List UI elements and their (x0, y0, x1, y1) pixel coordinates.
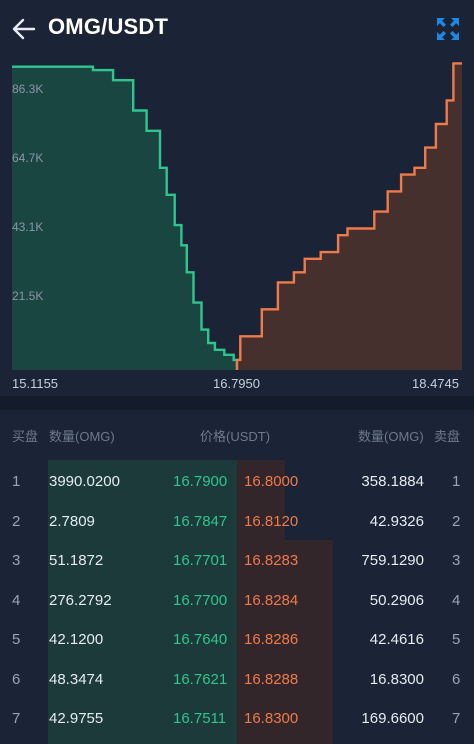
ask-qty: 16.8300 (369, 671, 424, 688)
bid-price: 16.7847 (173, 513, 228, 530)
x-tick-label: 18.4745 (412, 376, 459, 391)
ask-qty: 42.4616 (369, 631, 424, 648)
ask-price: 16.8284 (244, 592, 299, 609)
y-tick-label: 43.1K (12, 220, 44, 234)
bid-price: 16.7640 (173, 631, 228, 648)
row-index: 7 (12, 710, 21, 727)
bid-qty: 51.1872 (49, 552, 104, 569)
ask-price: 16.8120 (244, 513, 299, 530)
x-tick-label: 15.1155 (12, 376, 59, 391)
y-tick-label: 64.7K (12, 151, 44, 165)
ask-index: 4 (452, 592, 461, 609)
order-book-row[interactable]: 4 276.2792 16.7700 16.8284 50.2906 4 (0, 591, 474, 631)
ask-index: 2 (452, 513, 461, 530)
ask-depth-shade (237, 540, 333, 744)
ask-index: 1 (452, 473, 461, 490)
section-divider (0, 396, 474, 410)
price-header: 价格(USDT) (200, 429, 271, 444)
fullscreen-expand-icon[interactable] (436, 17, 460, 41)
bid-depth-area (12, 66, 237, 370)
bid-price: 16.7700 (173, 592, 228, 609)
order-book-row[interactable]: 2 2.7809 16.7847 16.8120 42.9326 2 (0, 512, 474, 552)
ask-depth-line (235, 62, 462, 370)
bid-qty: 48.3474 (49, 671, 104, 688)
y-tick-label: 21.5K (12, 289, 44, 303)
order-book-row[interactable]: 1 3990.0200 16.7900 16.8000 358.1884 1 (0, 472, 474, 512)
ask-depth-area (237, 63, 462, 371)
ask-index: 7 (452, 710, 461, 727)
bid-qty: 3990.0200 (49, 473, 120, 490)
top-bar: OMG/USDT (0, 0, 474, 58)
sell-qty-header: 数量(OMG) (358, 429, 424, 444)
bid-qty: 276.2792 (49, 592, 112, 609)
ask-qty: 358.1884 (361, 473, 424, 490)
bid-depth-shade (48, 460, 237, 744)
row-index: 5 (12, 631, 21, 648)
row-index: 1 (12, 473, 21, 490)
row-index: 3 (12, 552, 21, 569)
bid-price: 16.7511 (173, 710, 227, 727)
order-book: 买盘 数量(OMG) 价格(USDT) 数量(OMG) 卖盘 1 3990.02… (0, 410, 474, 744)
bid-depth-line (12, 65, 239, 370)
ask-index: 5 (452, 631, 461, 648)
bid-price: 16.7900 (173, 473, 228, 490)
bid-price: 16.7701 (173, 552, 228, 569)
ask-qty: 42.9326 (369, 513, 424, 530)
ask-qty: 169.6600 (361, 710, 424, 727)
order-book-row[interactable]: 6 48.3474 16.7621 16.8288 16.8300 6 (0, 670, 474, 710)
ask-price: 16.8300 (244, 710, 299, 727)
sell-header: 卖盘 (434, 429, 461, 444)
bid-qty: 42.9755 (49, 710, 104, 727)
depth-chart-plot (12, 62, 462, 371)
row-index: 4 (12, 592, 21, 609)
ask-price: 16.8288 (244, 671, 299, 688)
bid-price: 16.7621 (173, 671, 228, 688)
ask-index: 3 (452, 552, 461, 569)
order-book-row[interactable]: 7 42.9755 16.7511 16.8300 169.6600 7 (0, 709, 474, 744)
y-tick-label: 86.3K (12, 82, 44, 96)
ask-qty: 759.1290 (361, 552, 424, 569)
row-index: 6 (12, 671, 21, 688)
x-tick-label: 16.7950 (213, 376, 260, 391)
ask-price: 16.8000 (244, 473, 299, 490)
order-book-row[interactable]: 3 51.1872 16.7701 16.8283 759.1290 3 (0, 551, 474, 591)
page-title: OMG/USDT (48, 14, 169, 39)
arrow-left-icon[interactable] (11, 16, 37, 42)
bid-qty: 42.1200 (49, 631, 104, 648)
order-book-row[interactable]: 5 42.1200 16.7640 16.8286 42.4616 5 (0, 630, 474, 670)
ask-price: 16.8283 (244, 552, 299, 569)
row-index: 2 (12, 513, 21, 530)
ask-qty: 50.2906 (369, 592, 424, 609)
buy-qty-header: 数量(OMG) (49, 429, 115, 444)
ask-price: 16.8286 (244, 631, 299, 648)
buy-header: 买盘 (12, 429, 39, 444)
ask-depth-shade (237, 460, 285, 540)
ask-index: 6 (452, 671, 461, 688)
bid-qty: 2.7809 (49, 513, 95, 530)
depth-chart[interactable]: 86.3K 64.7K 43.1K 21.5K (0, 58, 474, 396)
